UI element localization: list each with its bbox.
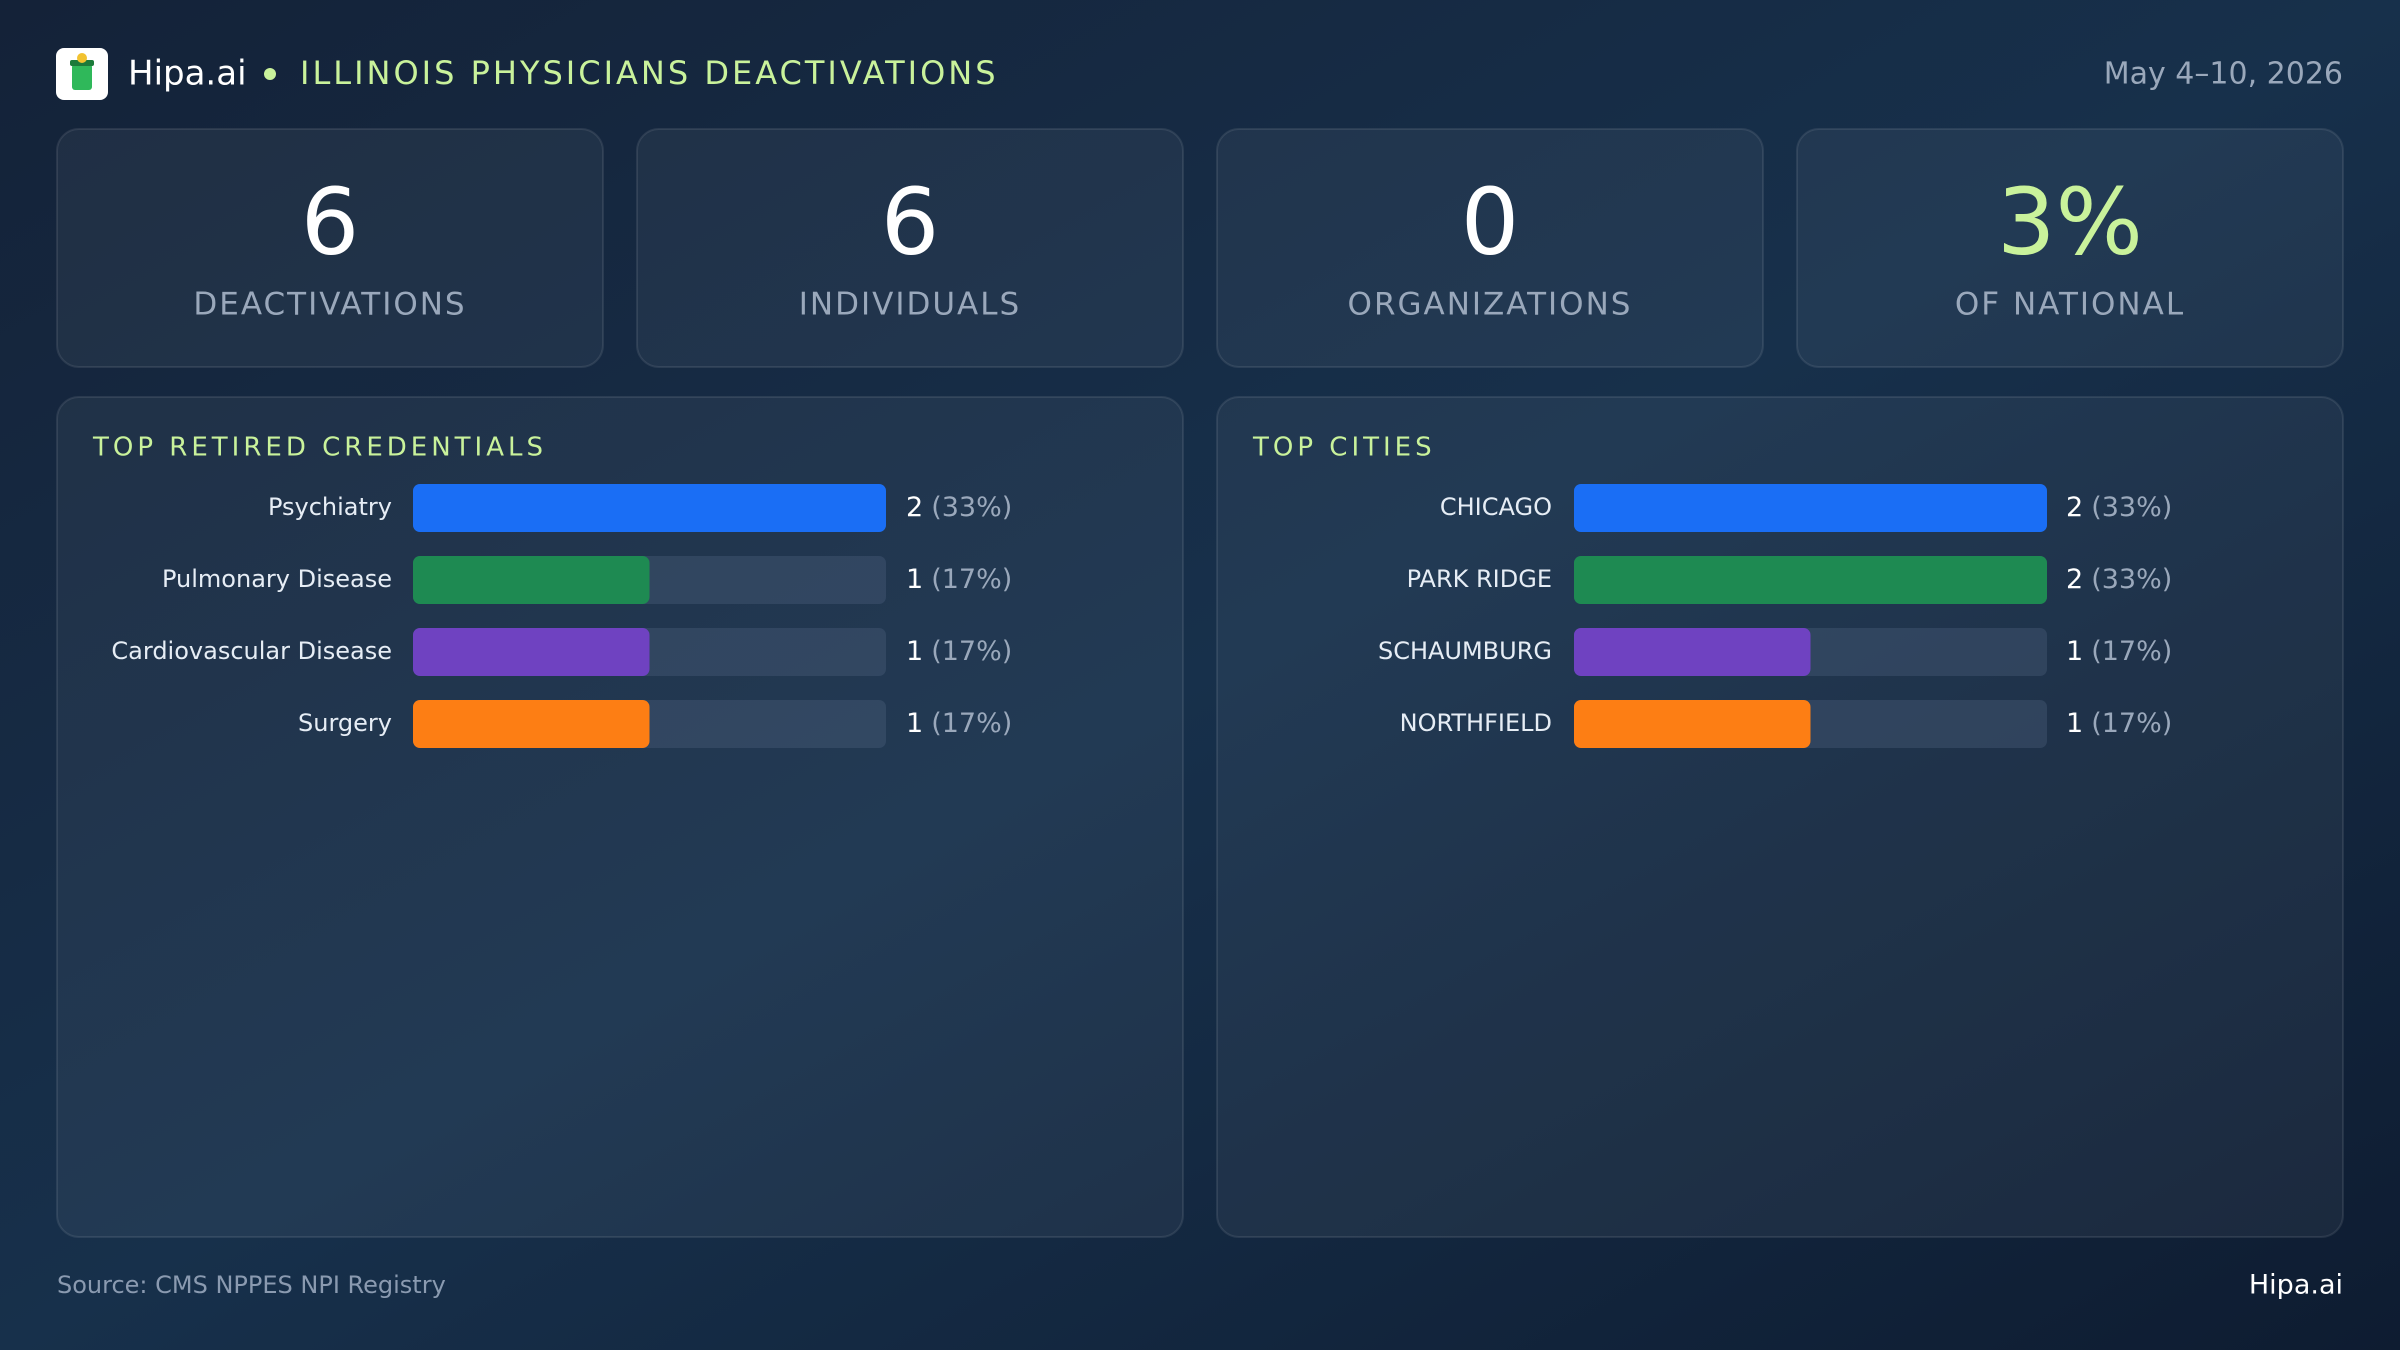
- share: (33%): [931, 492, 1012, 523]
- share: (17%): [2091, 636, 2172, 667]
- value: 1: [2066, 708, 2083, 739]
- value-label: 1 (17%): [2066, 636, 2172, 667]
- value-label: 2 (33%): [2066, 564, 2172, 595]
- bar: [1574, 484, 2047, 532]
- kpi-label: INDIVIDUALS: [799, 287, 1021, 323]
- charts: TOP RETIRED CREDENTIALS Psychiatry 2 (33%) P…: [56, 396, 2344, 1238]
- kpi-value: 6: [881, 168, 940, 275]
- panel: [1216, 396, 2344, 1238]
- separator-dot: [264, 68, 276, 80]
- kpi-value: 3%: [1997, 168, 2143, 275]
- value: 1: [906, 564, 923, 595]
- category-label: PARK RIDGE: [1407, 565, 1552, 593]
- value-label: 1 (17%): [906, 564, 1012, 595]
- value-label: 1 (17%): [906, 708, 1012, 739]
- category-label: CHICAGO: [1440, 493, 1552, 521]
- value: 1: [906, 708, 923, 739]
- kpi-value: 0: [1461, 168, 1520, 275]
- page-title: ILLINOIS PHYSICIANS DEACTIVATIONS: [300, 54, 999, 92]
- source: Source: CMS NPPES NPI Registry: [57, 1271, 446, 1299]
- kpi-card: [636, 128, 1184, 368]
- bar: [1574, 700, 1811, 748]
- date-range: May 4–10, 2026: [2104, 57, 2343, 92]
- value: 2: [2066, 492, 2083, 523]
- bar: [413, 628, 650, 676]
- value-label: 2 (33%): [2066, 492, 2172, 523]
- bar: [413, 556, 650, 604]
- footer-brand: Hipa.ai: [2249, 1270, 2343, 1301]
- value-label: 2 (33%): [906, 492, 1012, 523]
- category-label: Cardiovascular Disease: [111, 637, 392, 665]
- kpi-label: ORGANIZATIONS: [1348, 287, 1633, 323]
- value: 2: [2066, 564, 2083, 595]
- brand: Hipa.ai: [128, 54, 247, 94]
- bar: [1574, 628, 1811, 676]
- category-label: Pulmonary Disease: [162, 565, 392, 593]
- value-label: 1 (17%): [2066, 708, 2172, 739]
- kpi-label: OF NATIONAL: [1955, 287, 2185, 323]
- share: (33%): [2091, 564, 2172, 595]
- kpi-value: 6: [301, 168, 360, 275]
- kpi-row: 6 DEACTIVATIONS 6 INDIVIDUALS 0 ORGANIZATIONS…: [56, 128, 2344, 368]
- category-label: Surgery: [298, 709, 392, 737]
- category-label: Psychiatry: [268, 493, 392, 521]
- category-label: NORTHFIELD: [1400, 709, 1552, 737]
- kpi-card: [1216, 128, 1764, 368]
- bar: [413, 700, 650, 748]
- share: (17%): [931, 564, 1012, 595]
- logo: [56, 48, 108, 100]
- category-label: SCHAUMBURG: [1378, 637, 1552, 665]
- bar: [413, 484, 886, 532]
- kpi-label: DEACTIVATIONS: [193, 287, 466, 323]
- value: 1: [906, 636, 923, 667]
- share: (17%): [931, 708, 1012, 739]
- share: (33%): [2091, 492, 2172, 523]
- kpi-card: [1796, 128, 2344, 368]
- panel-title: TOP RETIRED CREDENTIALS: [92, 433, 547, 463]
- value-label: 1 (17%): [906, 636, 1012, 667]
- share: (17%): [931, 636, 1012, 667]
- panel-title: TOP CITIES: [1252, 433, 1436, 463]
- value: 2: [906, 492, 923, 523]
- bar: [1574, 556, 2047, 604]
- panel: [56, 396, 1184, 1238]
- value: 1: [2066, 636, 2083, 667]
- share: (17%): [2091, 708, 2172, 739]
- kpi-card: [56, 128, 604, 368]
